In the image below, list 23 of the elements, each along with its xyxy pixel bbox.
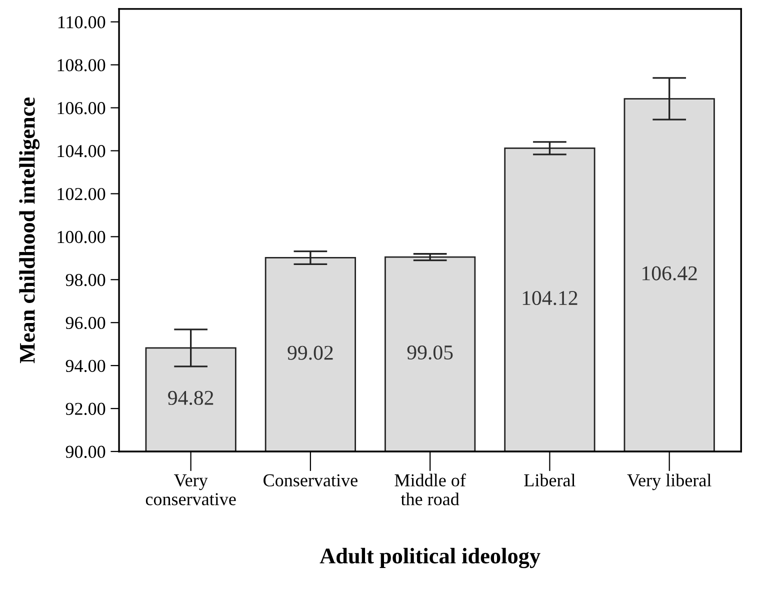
y-tick-label: 108.00 (58, 59, 106, 72)
data-label: 104.12 (522, 290, 578, 306)
y-tick-label: 106.00 (58, 102, 106, 114)
data-label: 99.02 (288, 346, 333, 360)
x-tick-label: Middle of the road (394, 474, 466, 506)
y-tick-label: 90.00 (66, 446, 106, 458)
y-tick-label: 100.00 (58, 230, 106, 244)
y-tick-label: 98.00 (66, 274, 106, 286)
y-tick-label: 94.00 (66, 360, 106, 372)
x-tick-label: Liberal (524, 474, 576, 486)
y-tick-label: 110.00 (58, 16, 106, 28)
x-tick-label: Very liberal (627, 474, 712, 490)
data-label: 106.42 (642, 266, 697, 280)
y-tick-label: 102.00 (58, 188, 106, 200)
data-label: 94.82 (168, 390, 214, 406)
y-tick-label: 96.00 (66, 316, 106, 330)
y-tick-label: 104.00 (58, 145, 106, 158)
x-tick-label: Conservative (264, 474, 358, 486)
y-tick-label: 92.00 (66, 402, 106, 416)
y-axis-title: Mean childhood intelligence (19, 97, 40, 364)
data-label: 99.05 (407, 345, 453, 360)
x-tick-label: Very conservative (146, 474, 236, 506)
x-axis-title: Adult political ideology (320, 548, 540, 568)
